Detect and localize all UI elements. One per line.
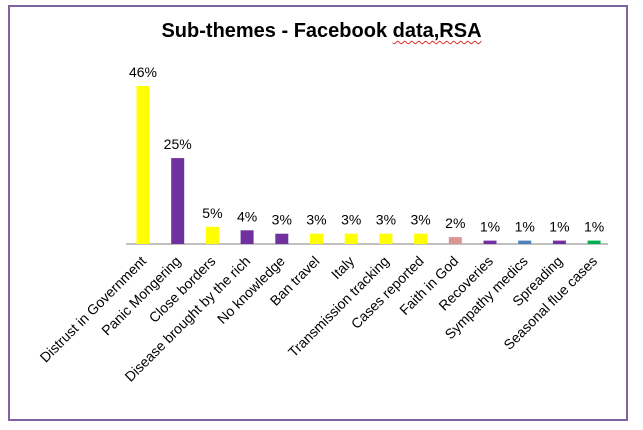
bar <box>136 86 150 244</box>
bar <box>518 240 532 244</box>
bar <box>275 233 289 244</box>
bar <box>552 240 566 244</box>
value-label: 25% <box>164 136 192 152</box>
bar <box>310 233 323 244</box>
bar <box>379 233 393 244</box>
bar <box>205 226 219 244</box>
value-label: 3% <box>341 212 361 228</box>
bar <box>344 233 358 244</box>
value-label: 46% <box>129 64 157 80</box>
value-label: 3% <box>376 212 396 228</box>
value-label: 1% <box>515 219 535 235</box>
chart-title: Sub-themes - Facebook data,RSA <box>0 20 643 43</box>
value-label: 2% <box>445 215 465 231</box>
bar <box>240 230 254 244</box>
value-label: 5% <box>202 205 222 221</box>
bar <box>587 240 601 244</box>
value-label: 1% <box>549 219 569 235</box>
value-labels-group: 46% 25% 5% 4% 3% 3% 3% 3% 3% 2% 1% 1% 1% 1% <box>129 64 604 235</box>
bar <box>448 237 462 244</box>
chart-frame <box>8 5 628 421</box>
value-label: 3% <box>306 212 326 228</box>
value-label: 3% <box>272 212 292 228</box>
chart-title-main: Sub-themes - Facebook <box>161 20 393 42</box>
bar <box>483 240 497 244</box>
bar <box>171 158 185 244</box>
bars-group <box>136 86 601 244</box>
value-label: 1% <box>480 219 500 235</box>
value-label: 4% <box>237 208 257 224</box>
value-label: 3% <box>410 212 430 228</box>
bar <box>414 233 428 244</box>
category-label: Italy <box>328 253 357 282</box>
value-label: 1% <box>584 219 604 235</box>
chart-title-squiggle: data,RSA <box>392 20 482 42</box>
